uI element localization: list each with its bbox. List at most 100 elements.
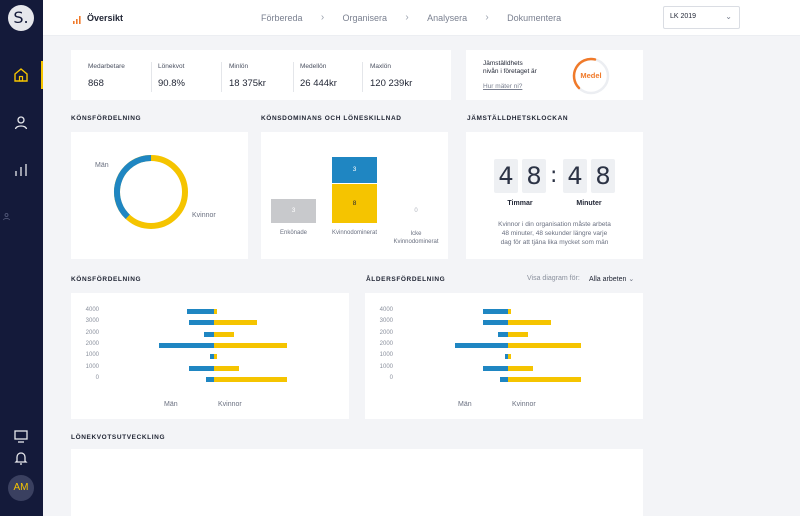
bar-value-icke: 0 — [414, 208, 418, 214]
bar-women — [508, 331, 528, 337]
chart-filter-value: Alla arbeten — [589, 276, 627, 283]
chevron-right-icon: › — [320, 12, 325, 23]
donut-label-women: Kvinnor — [192, 212, 216, 219]
kpi-medarbetare: Medarbetare 868 — [88, 63, 125, 89]
section-title-clock: JÄMSTÄLLDHETSKLOCKAN — [467, 115, 569, 122]
bar-women — [214, 320, 257, 326]
section-title-age-distribution: ÅLDERSFÖRDELNING — [366, 276, 446, 283]
gender-distribution-card: Män Kvinnor 4000 3000 2000 2000 1000 1000 0 — [71, 293, 349, 419]
how-measure-link[interactable]: Hur mäter ni? — [483, 83, 523, 90]
bar-men — [483, 320, 508, 326]
bar-women — [508, 320, 551, 326]
bar-kvinno-top: 3 — [332, 157, 377, 183]
gender-donut-card: Män Kvinnor — [71, 132, 248, 259]
kpi-value: 18 375kr — [229, 78, 266, 89]
sidebar: S. AM — [0, 0, 43, 516]
equality-title-line: nivån i företaget är — [483, 68, 537, 75]
divider — [221, 62, 222, 92]
clock-description-line: dag för att tjäna lika mycket som män — [500, 239, 609, 246]
y-tick-label: 0 — [389, 374, 393, 381]
kpi-medellon: Medellön 26 444kr — [300, 63, 337, 89]
kpi-value: 90.8% — [158, 78, 185, 89]
kpi-label: Minlön — [229, 63, 249, 70]
bar-women — [214, 376, 287, 382]
kpi-card: Medarbetare 868 Lönekvot 90.8% Minlön 18… — [71, 50, 451, 100]
bar-men — [500, 376, 508, 382]
salary-trend-card — [71, 449, 643, 516]
bar-label-kvinnodominerat: Kvinnodominerat — [331, 230, 378, 236]
divider — [293, 62, 294, 92]
home-icon[interactable] — [12, 66, 30, 84]
y-tick-label: 4000 — [379, 307, 393, 313]
clock-colon: : — [550, 163, 558, 188]
equality-card: Jämställdhets nivån i företaget är Hur m… — [466, 50, 643, 100]
monitor-icon[interactable] — [12, 427, 30, 445]
user-icon[interactable] — [12, 114, 30, 132]
y-tick-label: 3000 — [85, 318, 99, 325]
kpi-label: Maxlön — [370, 63, 391, 70]
bar-label-enkonade: Enkönade — [279, 230, 308, 236]
equality-title-line: Jämställdhets — [483, 60, 523, 67]
section-title-gender: KÖNSFÖRDELNING — [71, 115, 142, 122]
period-select-value: LK 2019 — [670, 13, 697, 20]
clock-hours-label: Timmar — [507, 200, 533, 207]
step-organisera[interactable]: Organisera — [342, 12, 388, 23]
bar-women — [508, 365, 533, 371]
y-tick-label: 3000 — [379, 318, 393, 325]
y-tick-label: 2000 — [379, 329, 393, 336]
step-analysera[interactable]: Analysera — [427, 12, 468, 23]
kpi-value: 26 444kr — [300, 78, 337, 89]
step-forbereda[interactable]: Förbereda — [261, 12, 303, 23]
bar-men — [483, 365, 508, 371]
bar-women — [508, 354, 511, 360]
y-tick-label: 1000 — [379, 363, 393, 370]
bell-icon[interactable] — [12, 449, 30, 467]
y-tick-label: 1000 — [85, 352, 99, 359]
bar-women — [214, 331, 234, 337]
clock-minutes-label: Minuter — [576, 200, 602, 207]
donut-label-men: Män — [95, 162, 109, 169]
bar-women — [508, 376, 581, 382]
age-distribution-card: Män Kvinnor 4000 3000 2000 2000 1000 1000 0 — [365, 293, 643, 419]
step-dokumentera[interactable]: Dokumentera — [507, 12, 562, 23]
gender-donut-chart — [114, 155, 188, 229]
kpi-minlon: Minlön 18 375kr — [229, 63, 266, 89]
bar-women — [214, 342, 287, 348]
bar-men — [210, 354, 214, 360]
step-breadcrumb: Förbereda › Organisera › Analysera › Dok… — [261, 12, 561, 23]
bar-men — [483, 309, 508, 314]
clock-description-line: 48 minuter, 48 sekunder längre varje — [501, 230, 608, 237]
section-title-gender-distribution: KÖNSFÖRDELNING — [71, 276, 142, 283]
y-tick-label: 2000 — [379, 340, 393, 347]
bar-men — [189, 365, 214, 371]
app-logo[interactable]: S. — [8, 5, 34, 31]
y-tick-label: 2000 — [85, 329, 99, 336]
chevron-down-icon: ⌄ — [725, 12, 732, 21]
bar-men — [204, 331, 214, 337]
bar-men — [206, 376, 214, 382]
bar-chart-icon[interactable] — [12, 161, 30, 179]
bar-men — [159, 342, 214, 348]
chart-filter-dropdown[interactable]: Alla arbeten ⌄ — [589, 275, 634, 283]
legend-women: Kvinnor — [218, 401, 242, 408]
period-select[interactable]: LK 2019 ⌄ — [663, 6, 740, 29]
kpi-label: Medarbetare — [88, 63, 125, 70]
bar-label-line: Icke — [410, 231, 422, 237]
equality-title: Jämställdhets nivån i företaget är — [483, 60, 537, 76]
clock-digit-minutes-2: 8 — [591, 159, 615, 193]
clock-description: Kvinnor i din organisation måste arbeta … — [474, 220, 635, 247]
bar-women — [214, 365, 239, 371]
legend-women: Kvinnor — [512, 401, 536, 408]
bar-kvinno-bottom: 8 — [332, 184, 377, 223]
legend-men: Män — [164, 401, 178, 408]
kpi-label: Medellön — [300, 63, 327, 70]
bar-men — [187, 309, 214, 314]
clock-digit-minutes-1: 4 — [563, 159, 587, 193]
clock-digit-hours-1: 4 — [494, 159, 518, 193]
bar-women — [508, 342, 581, 348]
avatar[interactable]: AM — [8, 475, 34, 501]
bar-women — [214, 354, 217, 360]
bar-enkonade: 3 — [271, 199, 316, 223]
kpi-value: 868 — [88, 78, 104, 89]
equality-clock-card: 4 8 : 4 8 Timmar Minuter Kvinnor i din o… — [466, 132, 643, 259]
